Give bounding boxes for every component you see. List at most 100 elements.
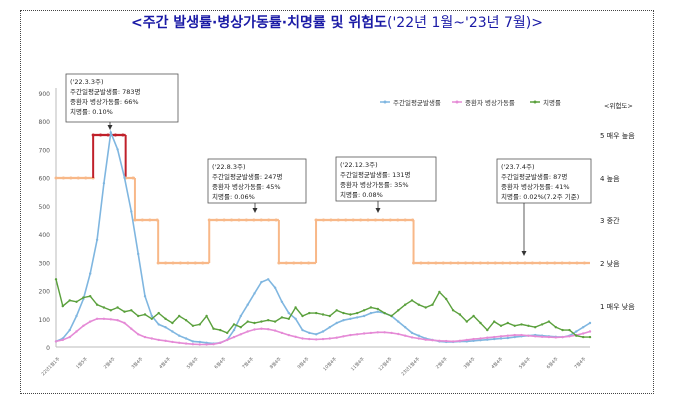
series-point <box>205 341 208 344</box>
risk-step-marker <box>156 261 160 265</box>
series-point <box>219 328 222 332</box>
series-point <box>362 332 366 335</box>
series-point <box>130 210 133 213</box>
risk-step-marker <box>178 261 182 265</box>
risk-step-marker <box>69 176 73 180</box>
series-point <box>253 321 256 325</box>
series-point <box>150 337 153 340</box>
series-point <box>356 316 359 319</box>
risk-step-marker <box>113 133 117 137</box>
risk-step-marker <box>486 261 490 265</box>
series-point <box>253 328 256 331</box>
annotation-arrowhead <box>107 125 113 130</box>
risk-step-marker <box>434 261 438 265</box>
series-point <box>561 328 564 332</box>
risk-step-marker <box>336 218 340 222</box>
annotation-text: ('22.3.3주) <box>70 78 104 86</box>
series-point <box>568 328 571 332</box>
series-point <box>369 311 373 315</box>
risk-step-marker <box>366 218 370 222</box>
series-point <box>424 338 427 341</box>
series-point <box>150 314 153 318</box>
series-point <box>315 311 318 315</box>
risk-step-marker <box>148 218 152 222</box>
series-point <box>95 303 99 306</box>
series-point <box>582 332 585 335</box>
risk-step-marker <box>321 218 325 222</box>
legend-label: 치명률 <box>543 98 561 107</box>
annotation-text: 중환자 병상가동률: 45% <box>212 182 281 191</box>
series-point <box>438 290 441 294</box>
series-point <box>267 328 270 331</box>
x-tick-label: 6월4주 <box>213 355 228 370</box>
series-point <box>273 329 277 332</box>
series-point <box>260 320 263 323</box>
series-point <box>102 306 106 309</box>
risk-step-marker <box>140 218 144 222</box>
x-tick-label: 4월4주 <box>157 355 172 370</box>
series-point <box>219 341 222 344</box>
series-point <box>506 334 509 337</box>
series-point <box>253 292 256 295</box>
series-point <box>458 339 462 342</box>
series-point <box>588 330 592 333</box>
risk-step-marker <box>575 261 579 265</box>
series-point <box>280 331 284 335</box>
series-point <box>178 314 181 318</box>
series-point <box>369 306 373 309</box>
risk-step-marker <box>171 261 175 265</box>
risk-step-marker <box>133 218 137 222</box>
series-point <box>232 335 236 339</box>
series-point <box>493 335 496 339</box>
risk-step-marker <box>91 133 95 137</box>
series-point <box>431 339 434 342</box>
risk-step-marker <box>61 176 65 180</box>
series-point <box>287 311 290 315</box>
series-point <box>335 309 338 312</box>
series-point <box>246 330 249 333</box>
annotation-text: 중환자 병상가동률: 66% <box>70 97 139 106</box>
series-point <box>342 311 345 315</box>
x-tick-label: 9월4주 <box>296 355 311 370</box>
series-point <box>342 319 345 322</box>
x-tick-label: 8월4주 <box>268 355 283 370</box>
x-tick-label: 23년1월4주 <box>399 355 421 377</box>
x-tick-label: 12월4주 <box>377 355 394 372</box>
series-point <box>404 334 407 337</box>
risk-step-marker <box>207 218 211 222</box>
series-point <box>109 309 113 312</box>
series-point <box>89 272 92 275</box>
series-point <box>465 320 468 323</box>
series-point <box>191 343 195 346</box>
series-point <box>280 300 284 303</box>
legend-swatch-marker <box>383 100 387 104</box>
x-tick-label: 5월4주 <box>185 355 200 370</box>
series-point <box>89 295 92 298</box>
series-point <box>445 297 448 301</box>
series-point <box>308 331 311 335</box>
series-point <box>61 338 64 342</box>
series-point <box>184 342 188 345</box>
series-point <box>472 337 475 341</box>
series-point <box>397 320 400 323</box>
series-point <box>335 336 338 339</box>
title-sub: ('22년 1월~'23년 7월)> <box>387 15 543 31</box>
series-point <box>486 336 489 339</box>
series-point <box>383 311 386 315</box>
series-point <box>191 324 195 327</box>
series-point <box>479 339 482 342</box>
series-point <box>184 319 188 322</box>
series-point <box>506 321 509 325</box>
x-tick-label: 6월4주 <box>545 355 560 370</box>
y-tick-label: 500 <box>39 204 51 211</box>
series-point <box>116 148 119 151</box>
risk-step-marker <box>201 261 205 265</box>
series-point <box>102 317 106 320</box>
legend-swatch-marker <box>455 100 459 104</box>
series-point <box>540 335 544 338</box>
series-point <box>376 331 379 334</box>
x-tick-label: 3월4주 <box>462 355 477 370</box>
series-point <box>315 338 318 341</box>
risk-step-marker <box>464 261 468 265</box>
series-point <box>575 330 578 333</box>
